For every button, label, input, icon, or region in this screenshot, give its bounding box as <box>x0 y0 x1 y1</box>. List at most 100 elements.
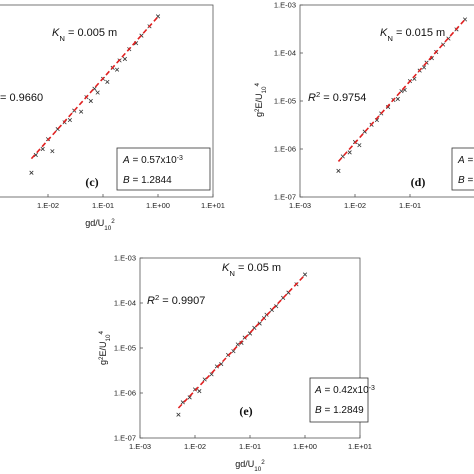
x-tick-label: 1.E+01 <box>201 201 225 210</box>
fit-box <box>451 147 474 191</box>
x-axis-label: gd/U102 <box>235 459 265 473</box>
data-point <box>209 372 214 377</box>
text-part: K <box>52 27 60 39</box>
text-part: B <box>123 175 130 186</box>
panel-label: (e) <box>239 404 252 418</box>
panel: 1.E-02 1.E-01 1.E+00 1.E+01 gd/U102 = 0.9660 K… <box>0 4 225 232</box>
fit-parameter: B = 1.2849 <box>315 405 364 416</box>
fit-box <box>309 377 369 423</box>
data-point <box>302 272 308 277</box>
annotation: R2 = 0.9907 <box>147 293 205 308</box>
text-part: = 1.2849 <box>322 405 364 416</box>
data-point <box>176 412 181 417</box>
text-part: = 0.05 m <box>235 262 281 274</box>
text-part: A <box>457 155 465 166</box>
text-part: gd/U <box>85 218 104 228</box>
data-point <box>197 389 202 394</box>
text-part: = 1.2844 <box>130 175 172 186</box>
text-part: N <box>387 34 393 43</box>
text-part: = <box>465 175 474 186</box>
panel: 1.E-03 1.E-02 1.E-01 1.E+00 1.E+011.E-071.E-… <box>98 254 375 473</box>
text-part: = 0.015 m <box>393 27 445 39</box>
fit-box <box>116 147 211 191</box>
data-point <box>88 98 93 104</box>
text-part: g <box>254 112 264 117</box>
text-part: 2 <box>261 459 265 466</box>
y-tick-label: 1.E-06 <box>274 145 296 154</box>
text-part: B <box>315 405 322 416</box>
data-point <box>187 395 192 400</box>
annotation: KN = 0.015 m <box>380 27 445 43</box>
fit-parameter: A = 0.57x10-3 <box>122 155 183 167</box>
x-tick-label: 1.E+00 <box>146 201 170 210</box>
panel-label: (c) <box>85 175 98 189</box>
x-tick-label: 1.E-02 <box>344 201 366 210</box>
y-tick-label: 1.E-04 <box>114 299 136 308</box>
text-part: 10 <box>261 86 268 94</box>
x-tick-label: 1.E+01 <box>348 442 372 451</box>
data-point <box>421 65 427 70</box>
text-part: = 0.9907 <box>159 295 205 307</box>
y-tick-label: 1.E-05 <box>274 97 296 106</box>
data-point <box>79 109 84 114</box>
y-tick-label: 1.E-03 <box>114 254 136 263</box>
x-tick-label: 1.E-03 <box>129 442 151 451</box>
text-part: 4 <box>98 330 105 334</box>
text-part: 10 <box>104 225 112 232</box>
data-point <box>105 79 110 84</box>
data-point <box>114 67 120 72</box>
x-axis-label: gd/U102 <box>85 218 115 232</box>
x-tick-label: 1.E-01 <box>92 201 114 210</box>
text-part: = 0.005 m <box>65 27 117 39</box>
text-part: 2 <box>111 218 115 225</box>
text-part: N <box>229 269 235 278</box>
text-part: R <box>308 92 316 104</box>
text-part: A <box>122 155 130 166</box>
text-part: = 0.57x10 <box>130 155 177 166</box>
fit-line <box>177 274 306 409</box>
text-part: 2 <box>316 90 320 99</box>
panel-label: (d) <box>411 175 426 189</box>
text-part: 10 <box>105 334 112 342</box>
data-point <box>122 56 127 62</box>
annotation: KN = 0.05 m <box>222 262 281 278</box>
text-part: A <box>314 385 322 396</box>
data-point <box>67 118 72 123</box>
data-point <box>50 149 55 154</box>
fit-parameter: B = 1.2844 <box>123 175 172 186</box>
annotation: R2 = 0.9754 <box>308 90 366 105</box>
text-part: 2 <box>254 108 261 112</box>
text-part: = 0.9660 <box>0 92 43 104</box>
y-tick-label: 1.E-04 <box>274 49 296 58</box>
text-part: N <box>59 34 65 43</box>
data-point <box>95 90 100 95</box>
x-tick-label: 1.E-02 <box>37 201 59 210</box>
x-tick-label: 1.E-03 <box>289 201 311 210</box>
text-part: 2 <box>98 356 105 360</box>
text-part: -3 <box>369 385 375 392</box>
y-tick-label: 1.E-07 <box>274 193 296 202</box>
text-part: -3 <box>177 155 183 162</box>
x-tick-label: 1.E+00 <box>293 442 317 451</box>
text-part: 2 <box>155 293 159 302</box>
text-part: = <box>465 155 474 166</box>
text-part: gd/U <box>235 459 254 469</box>
annotation: KN = 0.005 m <box>52 27 117 43</box>
annotation: = 0.9660 <box>0 92 43 104</box>
data-point <box>347 150 352 155</box>
x-tick-label: 1.E-01 <box>399 201 421 210</box>
text-part: = 0.9754 <box>320 92 366 104</box>
text-part: 4 <box>254 82 261 86</box>
y-tick-label: 1.E-07 <box>114 434 136 443</box>
data-point <box>336 168 341 173</box>
text-part: B <box>458 175 465 186</box>
y-tick-label: 1.E-05 <box>114 344 136 353</box>
text-part: R <box>147 295 155 307</box>
data-point <box>40 146 45 152</box>
y-axis-label: g2E/U104 <box>254 82 268 117</box>
y-tick-label: 1.E-03 <box>274 1 296 10</box>
fit-parameter: B = <box>458 175 473 186</box>
y-axis-label: g2E/U104 <box>98 330 112 365</box>
fit-parameter: A = 0.42x10-3 <box>314 385 375 397</box>
